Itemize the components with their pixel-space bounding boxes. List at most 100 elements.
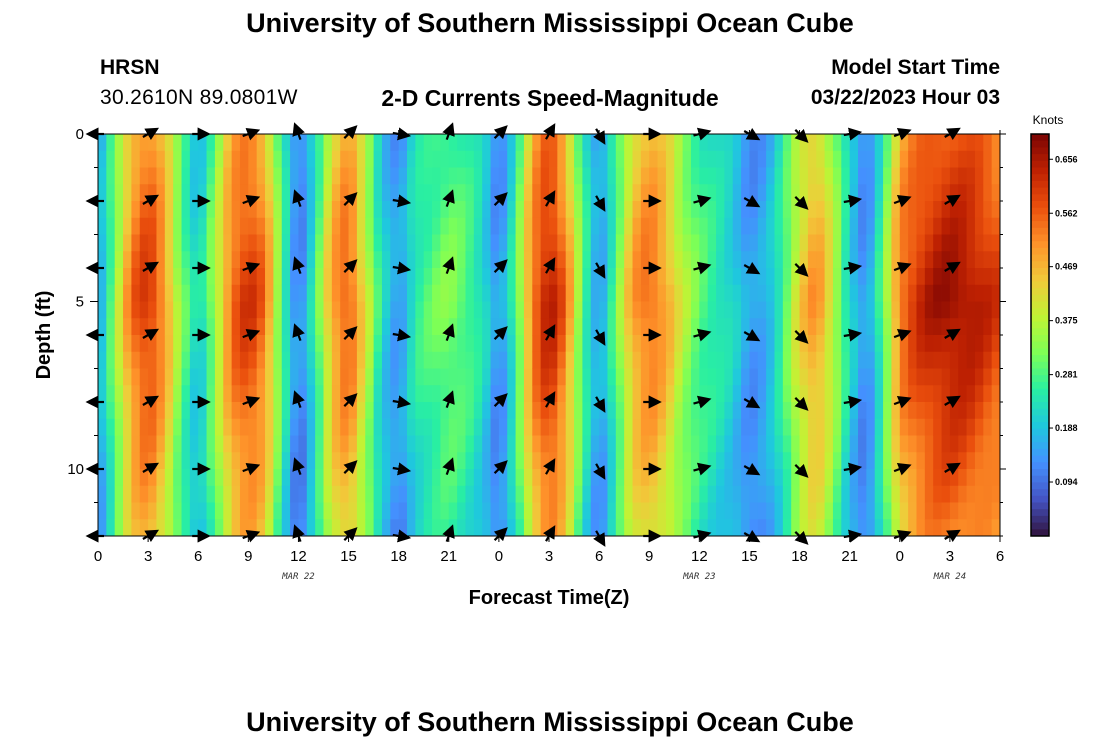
- heatmap-cell: [189, 318, 199, 336]
- heatmap-cell: [473, 251, 483, 269]
- heatmap-cell: [607, 418, 617, 436]
- heatmap-cell: [273, 402, 283, 420]
- heatmap-cell: [148, 318, 157, 336]
- heatmap-cell: [966, 184, 976, 202]
- heatmap-cell: [991, 418, 1001, 436]
- heatmap-cell: [248, 184, 258, 202]
- heatmap-cell: [674, 469, 684, 487]
- heatmap-cell: [398, 150, 408, 168]
- heatmap-cell: [908, 284, 917, 302]
- heatmap-cell: [356, 134, 366, 152]
- heatmap-cell: [448, 134, 458, 152]
- heatmap-cell: [624, 469, 633, 487]
- heatmap-cell: [858, 301, 867, 319]
- heatmap-cell: [523, 418, 533, 436]
- heatmap-cell: [398, 184, 408, 202]
- heatmap-cell: [540, 251, 550, 269]
- heatmap-cell: [181, 385, 191, 403]
- heatmap-cell: [390, 318, 400, 336]
- heatmap-cell: [716, 418, 725, 436]
- heatmap-cell: [607, 251, 617, 269]
- current-vector-arrow: [493, 326, 508, 341]
- heatmap-cell: [323, 284, 333, 302]
- heatmap-cell: [766, 435, 775, 453]
- heatmap-cell: [515, 150, 525, 168]
- heatmap-cell: [724, 402, 734, 420]
- heatmap-cell: [791, 251, 800, 269]
- heatmap-cell: [674, 217, 684, 235]
- heatmap-cell: [924, 402, 934, 420]
- heatmap-cell: [991, 402, 1001, 420]
- heatmap-cell: [590, 251, 600, 269]
- heatmap-cell: [473, 402, 483, 420]
- heatmap-cell: [114, 234, 124, 252]
- heatmap-cell: [281, 435, 291, 453]
- heatmap-cell: [574, 519, 583, 537]
- current-vector-arrow: [843, 194, 863, 208]
- current-vector-arrow: [593, 262, 606, 279]
- heatmap-cell: [615, 485, 625, 503]
- heatmap-cell: [966, 134, 976, 152]
- heatmap-cell: [290, 435, 299, 453]
- heatmap-cell: [974, 167, 984, 185]
- heatmap-cell: [866, 301, 876, 319]
- heatmap-cell: [974, 385, 984, 403]
- colorbar-segment: [1031, 335, 1049, 343]
- heatmap-cell: [966, 167, 976, 185]
- heatmap-cell: [966, 318, 976, 336]
- heatmap-cell: [540, 234, 550, 252]
- heatmap-cell: [173, 284, 182, 302]
- heatmap-cell: [298, 418, 308, 436]
- heatmap-cell: [490, 385, 500, 403]
- heatmap-cell: [323, 469, 333, 487]
- heatmap-cell: [941, 217, 951, 235]
- heatmap-cell: [749, 167, 759, 185]
- heatmap-cell: [390, 519, 400, 537]
- heatmap-cell: [273, 351, 283, 369]
- heatmap-cell: [607, 167, 617, 185]
- colorbar-segment: [1031, 288, 1049, 296]
- heatmap-cell: [106, 167, 116, 185]
- heatmap-cell: [498, 368, 508, 386]
- heatmap-cell: [256, 435, 266, 453]
- heatmap-cell: [265, 335, 274, 353]
- heatmap-cell: [966, 368, 976, 386]
- heatmap-cell: [841, 469, 851, 487]
- heatmap-cell: [632, 351, 642, 369]
- heatmap-cell: [649, 452, 658, 470]
- heatmap-cell: [807, 335, 817, 353]
- heatmap-cell: [632, 167, 642, 185]
- heatmap-cell: [515, 251, 525, 269]
- heatmap-cell: [440, 469, 450, 487]
- heatmap-cell: [807, 268, 817, 286]
- heatmap-cell: [365, 234, 375, 252]
- heatmap-cell: [933, 301, 942, 319]
- heatmap-cell: [615, 268, 625, 286]
- heatmap-cell: [791, 519, 800, 537]
- heatmap-cell: [189, 251, 199, 269]
- heatmap-cell: [941, 435, 951, 453]
- heatmap-cell: [223, 402, 233, 420]
- heatmap-cell: [899, 318, 909, 336]
- heatmap-cell: [507, 301, 516, 319]
- heatmap-cell: [98, 335, 107, 353]
- heatmap-cell: [974, 301, 984, 319]
- heatmap-cell: [891, 368, 901, 386]
- heatmap-cell: [114, 134, 124, 152]
- heatmap-cell: [206, 469, 216, 487]
- heatmap-cell: [858, 452, 867, 470]
- heatmap-cell: [315, 134, 324, 152]
- heatmap-cell: [958, 318, 967, 336]
- heatmap-cell: [290, 284, 299, 302]
- x-tick-label: 0: [495, 548, 503, 565]
- current-vector-arrow: [242, 195, 261, 208]
- heatmap-cell: [423, 385, 433, 403]
- heatmap-cell: [373, 268, 383, 286]
- heatmap-cell: [690, 335, 700, 353]
- heatmap-cell: [273, 485, 283, 503]
- heatmap-cell: [799, 418, 809, 436]
- heatmap-cell: [498, 402, 508, 420]
- heatmap-cell: [331, 234, 341, 252]
- heatmap-cell: [440, 284, 450, 302]
- heatmap-cell: [123, 519, 132, 537]
